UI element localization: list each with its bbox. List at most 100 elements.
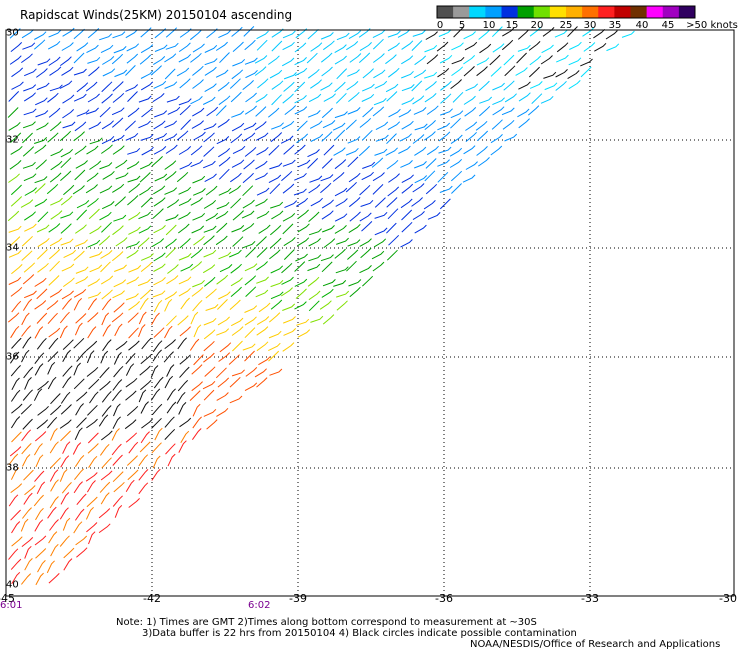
wind-barb — [371, 157, 384, 168]
wind-barb — [245, 286, 257, 297]
wind-barb — [217, 81, 230, 92]
wind-barb — [73, 250, 85, 261]
wind-barb — [310, 133, 324, 142]
wind-barb — [413, 107, 427, 115]
wind-barb — [528, 41, 541, 51]
wind-barb — [203, 235, 215, 246]
wind-barb — [256, 276, 269, 284]
wind-barb — [256, 210, 270, 219]
wind-barb — [440, 80, 452, 91]
wind-barb — [139, 365, 151, 376]
wind-barb — [361, 129, 373, 141]
wind-barb — [297, 223, 310, 233]
wind-barb — [215, 69, 229, 78]
wind-barb — [50, 148, 64, 157]
wind-barb — [218, 251, 232, 260]
wind-barb — [140, 81, 154, 91]
wind-barb — [61, 66, 74, 76]
wind-barb — [190, 52, 202, 63]
wind-barb — [320, 32, 334, 40]
wind-barb — [361, 93, 375, 102]
wind-barb — [400, 160, 413, 168]
wind-barb — [76, 547, 88, 558]
wind-barb — [140, 353, 152, 365]
wind-barb — [216, 328, 230, 336]
wind-barb — [245, 367, 258, 377]
wind-barb — [10, 325, 20, 339]
wind-barb — [164, 133, 178, 142]
wind-barb — [503, 54, 515, 66]
wind-barb — [62, 349, 71, 363]
wind-barb — [256, 30, 269, 40]
wind-barb — [256, 39, 268, 51]
wind-barb — [306, 52, 318, 64]
wind-barb — [101, 289, 113, 300]
wind-barb — [102, 170, 115, 180]
colorbar-swatch — [566, 6, 583, 18]
wind-barb — [125, 390, 137, 401]
wind-barb — [426, 105, 439, 115]
wind-barb — [270, 237, 282, 249]
wind-barb — [23, 173, 37, 182]
wind-barb — [244, 263, 258, 272]
wind-barb — [111, 312, 124, 323]
wind-barb — [87, 443, 99, 454]
grid-lines — [6, 30, 734, 596]
wind-barb — [192, 279, 205, 288]
wind-barb — [10, 42, 23, 52]
wind-barb — [424, 131, 436, 141]
wind-barb — [544, 82, 558, 91]
wind-barb — [385, 147, 398, 156]
wind-barb — [463, 55, 476, 65]
wind-barb — [386, 249, 398, 261]
wind-barb — [555, 80, 567, 91]
wind-barb — [203, 352, 215, 363]
wind-barb — [112, 183, 125, 193]
wind-barb — [414, 224, 427, 234]
wind-barb — [191, 428, 202, 440]
wind-barb — [178, 146, 192, 155]
wind-barb — [269, 69, 283, 79]
wind-barb — [99, 185, 113, 194]
wind-barb — [218, 95, 231, 106]
wind-barb — [334, 159, 347, 170]
wind-barb — [75, 160, 88, 169]
wind-barb — [86, 496, 98, 508]
wind-barb — [164, 325, 173, 339]
wind-barb — [23, 492, 33, 505]
wind-barb — [554, 29, 568, 38]
wind-barb — [190, 145, 203, 156]
wind-barb — [7, 107, 19, 118]
wind-barb — [193, 354, 204, 366]
wind-barb — [180, 297, 190, 310]
wind-barb — [332, 122, 346, 131]
wind-barb — [21, 29, 34, 39]
wind-barb — [254, 368, 267, 378]
wind-barb — [48, 275, 60, 286]
wind-barb — [22, 298, 33, 311]
x-tick-label: -36 — [435, 592, 453, 605]
wind-barb — [101, 391, 112, 403]
footnote-line-1: Note: 1) Times are GMT 2)Times along bot… — [116, 617, 537, 628]
wind-barb — [87, 404, 98, 416]
wind-barb — [465, 121, 478, 131]
wind-barb — [255, 172, 268, 181]
wind-barb — [166, 315, 177, 327]
wind-barb — [398, 145, 411, 154]
wind-barb — [204, 83, 217, 93]
wind-barb — [297, 159, 311, 168]
wind-barb — [73, 93, 87, 102]
wind-barb — [112, 416, 121, 429]
wind-barb — [88, 208, 100, 220]
wind-barb — [76, 391, 88, 402]
wind-barb — [440, 108, 453, 116]
wind-barb — [47, 361, 56, 375]
wind-barb — [36, 337, 47, 350]
wind-barb — [411, 197, 423, 207]
wind-barb — [164, 81, 178, 89]
wind-barb — [59, 469, 68, 482]
colorbar-label: 35 — [608, 20, 622, 31]
wind-barb — [167, 453, 176, 467]
wind-barb — [189, 390, 201, 401]
wind-barb — [178, 186, 192, 195]
